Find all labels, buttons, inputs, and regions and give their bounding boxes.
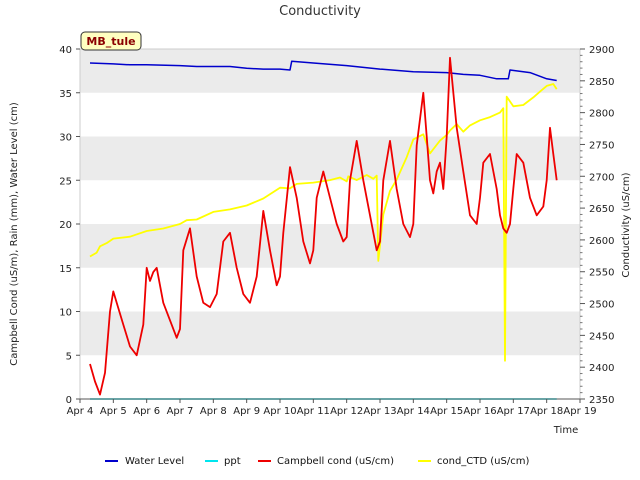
y-right-tick-label: 2900 [589,45,614,56]
x-tick-label: Apr 15 [430,406,463,417]
y-right-tick-label: 2600 [589,236,614,247]
y-left-tick-label: 35 [59,89,72,100]
x-tick-label: Apr 6 [133,406,160,417]
y-right-tick-label: 2450 [589,331,614,342]
x-tick-label: Apr 14 [397,406,430,417]
x-tick-label: Apr 11 [297,406,330,417]
station-label-box: MB_tule [80,31,142,51]
legend: Water Level ppt Campbell cond (uS/cm) co… [105,456,529,467]
y-left-tick-label: 10 [59,308,72,319]
y-right-axis-title: Conductivity (uS/cm) [621,172,632,277]
y-left-tick-label: 5 [66,351,72,362]
series-line-cond-ctd-us-cm [89,83,558,362]
legend-label-campbell: Campbell cond (uS/cm) [277,456,394,467]
x-tick-label: Apr 10 [263,406,296,417]
x-tick-label: Apr 19 [563,406,596,417]
grid-band [80,311,580,356]
x-tick-label: Apr 13 [363,406,396,417]
legend-item-cond-ctd: cond_CTD (uS/cm) [418,456,529,467]
grid-band [80,49,580,93]
chart-title: Conductivity [279,4,361,19]
legend-item-ppt: ppt [205,456,241,467]
y-left-tick-label: 0 [66,395,72,406]
grid-band [80,136,580,181]
station-label: MB_tule [86,35,135,48]
grid-band [80,224,580,268]
x-tick-label: Apr 8 [200,406,227,417]
axes-layer: Apr 4 Apr 5 Apr 6 Apr 7 Apr 8 Apr 9 Apr 10 Apr … [59,45,614,417]
y-left-tick-label: 25 [59,176,72,187]
y-right-tick-label: 2550 [589,268,614,279]
y-left-tick-label: 30 [59,133,72,144]
legend-item-campbell: Campbell cond (uS/cm) [258,456,394,467]
grid-bands [80,49,580,356]
x-tick-label: Apr 7 [167,406,194,417]
y-right-tick-label: 2400 [589,363,614,374]
series-line-campbell-cond-us-cm [89,56,558,396]
y-right-tick-label: 2800 [589,109,614,120]
y-left-tick-label: 20 [59,220,72,231]
y-right-tick-label: 2650 [589,204,614,215]
y-right-tick-label: 2350 [589,395,614,406]
y-right-tick-label: 2850 [589,77,614,88]
y-right-tick-label: 2700 [589,172,614,183]
y-right-tick-label: 2500 [589,300,614,311]
legend-item-water-level: Water Level [105,456,184,467]
x-tick-label: Apr 4 [67,406,94,417]
legend-label-ppt: ppt [224,456,241,467]
x-axis-title: Time [553,425,578,436]
y-left-tick-label: 40 [59,45,72,56]
x-tick-label: Apr 12 [330,406,363,417]
x-tick-label: Apr 9 [233,406,260,417]
series-line-water-level [89,60,557,82]
y-right-tick-label: 2750 [589,140,614,151]
x-tick-label: Apr 5 [100,406,127,417]
y-left-axis-title: Campbell Cond (uS/m), Rain (mm), Water L… [9,102,20,366]
y-left-tick-label: 15 [59,264,72,275]
x-tick-label: Apr 18 [530,406,563,417]
x-tick-label: Apr 16 [463,406,496,417]
legend-label-water-level: Water Level [125,456,184,467]
legend-label-cond-ctd: cond_CTD (uS/cm) [437,456,529,467]
x-tick-label: Apr 17 [497,406,530,417]
